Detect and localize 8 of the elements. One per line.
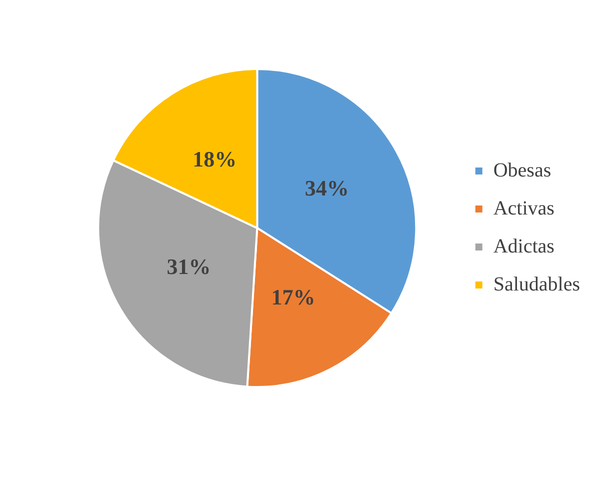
data-label: 31% (166, 254, 211, 280)
legend-label: Adictas (493, 235, 555, 258)
data-label: 17% (271, 284, 316, 310)
legend-label: Saludables (493, 273, 580, 296)
data-label: 18% (192, 146, 237, 172)
data-label: 34% (304, 175, 349, 200)
legend-label: Obesas (493, 159, 552, 182)
legend-label: Activas (493, 197, 555, 220)
